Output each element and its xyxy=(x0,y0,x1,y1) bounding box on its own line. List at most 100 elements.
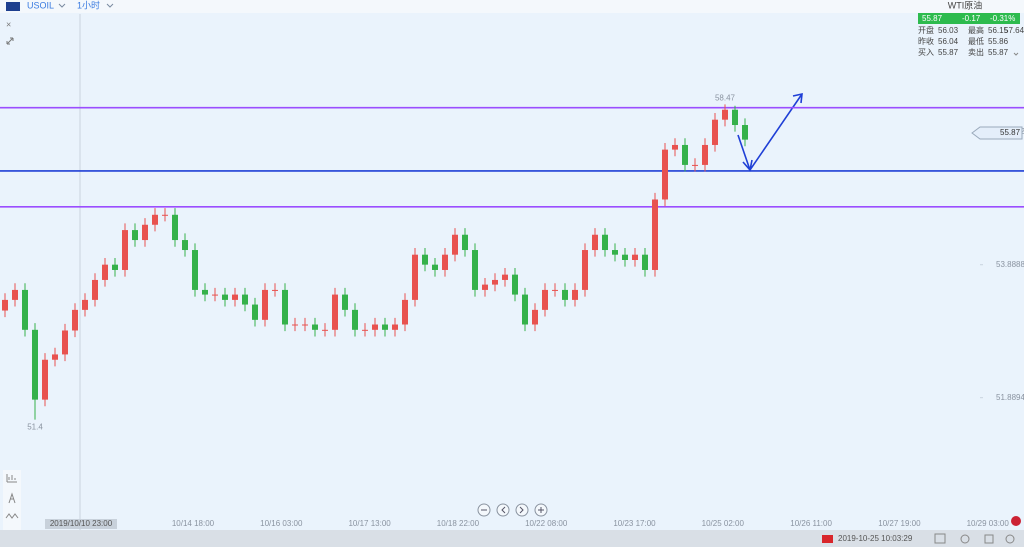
candle-body xyxy=(452,234,458,255)
icon[interactable] xyxy=(984,534,994,544)
candle-body xyxy=(682,144,688,165)
candle-body xyxy=(172,214,178,241)
crosshair-label-bg xyxy=(45,519,117,529)
quote-title: WTI原油 xyxy=(948,0,983,10)
quote-key: 最高 xyxy=(968,25,984,35)
price-tag xyxy=(971,126,1023,140)
quote-change: -0.17 xyxy=(962,14,981,23)
dropdown[interactable] xyxy=(58,3,66,8)
candle-body xyxy=(112,264,118,270)
quote-extra: 57.64 xyxy=(1004,26,1024,35)
tool-wave[interactable] xyxy=(5,513,19,519)
candle-body xyxy=(152,214,158,225)
candle-body xyxy=(562,289,568,300)
candle-body xyxy=(512,274,518,295)
quote-badge xyxy=(918,13,1020,24)
candle-body xyxy=(602,234,608,251)
candle-body xyxy=(182,240,188,251)
candle-body xyxy=(32,329,38,400)
candle-body xyxy=(542,289,548,310)
x-tick-label: 10/29 03:00 xyxy=(967,519,1010,528)
candle-body xyxy=(392,324,398,330)
scroll-left[interactable] xyxy=(496,503,510,517)
quote-key: 买入 xyxy=(918,48,934,57)
left-tools xyxy=(3,470,21,530)
toolbar-bg xyxy=(0,0,1024,13)
tool-indicator[interactable] xyxy=(6,474,17,483)
candle-body xyxy=(52,354,58,360)
candle-body xyxy=(202,289,208,295)
crosshair-label: 2019/10/10 23:00 xyxy=(50,519,113,528)
candle-body xyxy=(352,309,358,330)
close-icon[interactable]: × xyxy=(6,19,11,29)
candle-body xyxy=(122,230,128,270)
icon[interactable] xyxy=(1005,534,1015,544)
tool-draw[interactable] xyxy=(8,492,16,504)
quote-value: 56.04 xyxy=(938,37,959,46)
candle-body xyxy=(492,279,498,285)
candle-body xyxy=(72,309,78,331)
symbol-icon xyxy=(6,2,20,11)
candle-body xyxy=(222,294,228,300)
candle-body xyxy=(282,289,288,325)
x-tick-label: 10/23 17:00 xyxy=(613,519,656,528)
candle-body xyxy=(632,254,638,260)
x-tick-label: 10/17 13:00 xyxy=(348,519,391,528)
y-tick-label: 53.8888 xyxy=(996,260,1024,269)
candle-body xyxy=(382,324,388,330)
candle-body xyxy=(532,309,538,325)
alert-icon[interactable] xyxy=(1011,516,1021,526)
icon[interactable] xyxy=(934,533,946,544)
candle-body xyxy=(132,230,138,241)
quote-value: 55.87 xyxy=(988,48,1009,57)
arrows xyxy=(737,92,803,172)
interval[interactable]: 1小时 xyxy=(77,0,100,10)
candle-body xyxy=(342,294,348,310)
candle-body xyxy=(162,214,168,216)
x-tick-label: 10/25 02:00 xyxy=(702,519,745,528)
candle-body xyxy=(272,289,278,291)
candle-body xyxy=(662,149,668,200)
candle-body xyxy=(422,254,428,265)
candle-body xyxy=(442,254,448,270)
candle-body xyxy=(692,164,698,166)
candle-body xyxy=(622,254,628,260)
candle-body xyxy=(362,329,368,331)
x-tick-label: 10/27 19:00 xyxy=(878,519,921,528)
candle-body xyxy=(582,250,588,290)
candle-body xyxy=(2,299,8,311)
quote-key: 昨收 xyxy=(918,36,934,46)
symbol[interactable]: USOIL xyxy=(27,0,54,10)
quote-value: 56.03 xyxy=(938,26,959,35)
candle-body xyxy=(522,294,528,325)
quote-key: 最低 xyxy=(968,36,984,46)
arrow-head xyxy=(742,159,753,172)
candle-body xyxy=(12,289,18,300)
candle-body xyxy=(42,359,48,400)
candle-body xyxy=(92,279,98,300)
quote-toggle[interactable] xyxy=(1013,52,1019,56)
zoom-controls xyxy=(477,503,548,517)
flag xyxy=(822,535,833,543)
candle-body xyxy=(502,274,508,280)
candle-body xyxy=(672,144,678,150)
expand-icon[interactable] xyxy=(6,37,14,45)
candle-body xyxy=(372,324,378,330)
high-label: 58.47 xyxy=(715,94,736,103)
candle-body xyxy=(722,109,728,120)
quote-key: 卖出 xyxy=(968,47,984,57)
candle-body xyxy=(22,289,28,330)
candle-body xyxy=(402,299,408,325)
dropdown[interactable] xyxy=(106,3,114,8)
scroll-right[interactable] xyxy=(515,503,529,517)
candle-body xyxy=(292,324,298,326)
status-datetime: 2019-10-25 10:03:29 xyxy=(838,534,913,543)
icon[interactable] xyxy=(960,534,970,544)
candle-body xyxy=(262,289,268,320)
candle-body xyxy=(312,324,318,330)
candle-body xyxy=(612,250,618,255)
candle-body xyxy=(552,289,558,291)
candle-body xyxy=(252,304,258,320)
